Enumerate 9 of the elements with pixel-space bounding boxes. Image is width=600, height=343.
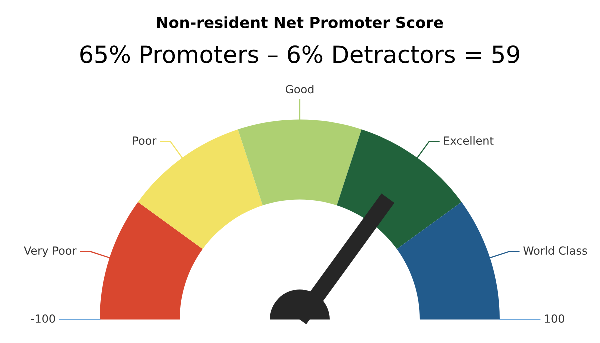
chart-subtitle: 65% Promoters – 6% Detractors = 59 — [80, 46, 520, 64]
text: -100 — [31, 314, 56, 324]
slice-label: Very Poor — [24, 246, 77, 258]
slice-label: Good — [286, 85, 314, 94]
text: 100 — [545, 314, 564, 324]
slice-label: World Class — [524, 246, 588, 256]
chart-title: Non-resident Net Promoter Score — [157, 16, 444, 28]
slice-label: Poor — [133, 136, 157, 146]
slice-label: Excellent — [444, 136, 494, 146]
